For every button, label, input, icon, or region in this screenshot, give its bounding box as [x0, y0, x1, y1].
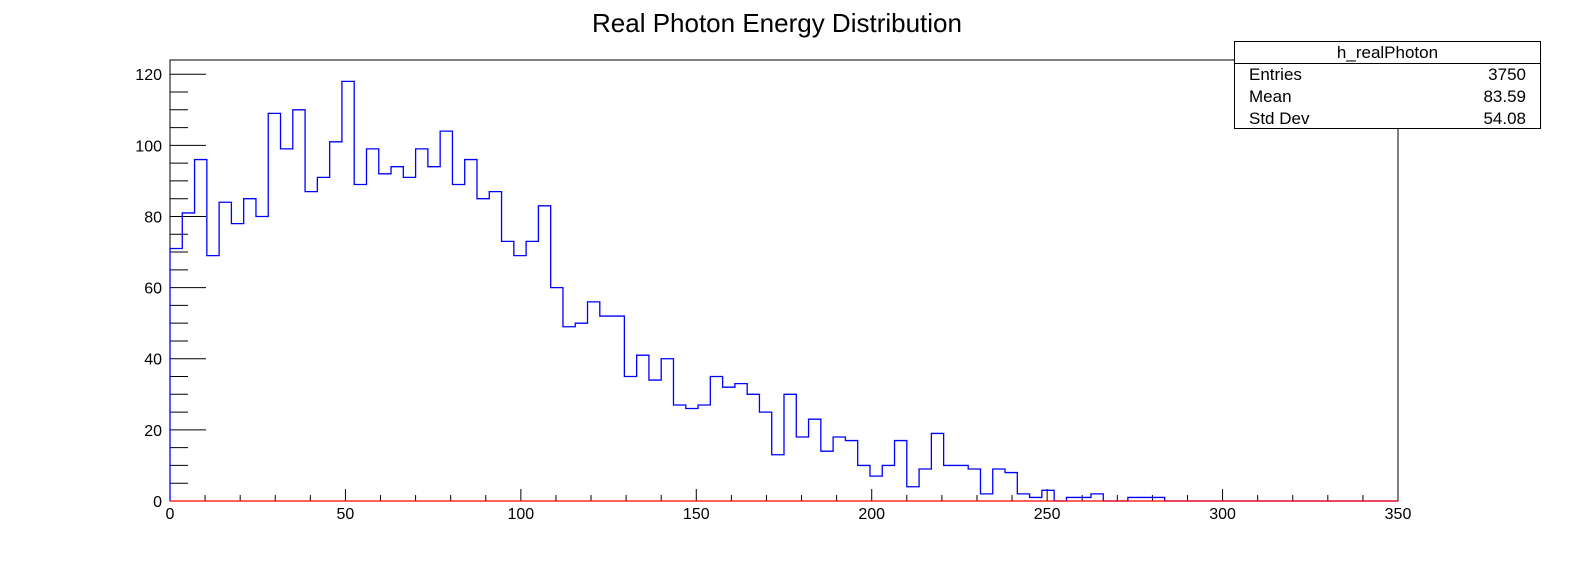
stats-title: h_realPhoton: [1235, 42, 1540, 64]
stats-entries-value: 3750: [1488, 65, 1526, 84]
stats-box: h_realPhoton Entries 3750 Mean 83.59 Std…: [1234, 41, 1541, 129]
x-tick-label: 0: [166, 506, 175, 523]
chart-title: Real Photon Energy Distribution: [592, 8, 962, 38]
x-tick-label: 50: [337, 506, 355, 523]
y-tick-label: 60: [144, 281, 162, 298]
stats-row-stddev: Std Dev 54.08: [1235, 108, 1540, 130]
y-tick-label: 40: [144, 352, 162, 369]
stats-mean-value: 83.59: [1483, 87, 1526, 106]
stats-mean-label: Mean: [1249, 87, 1292, 106]
y-tick-label: 20: [144, 423, 162, 440]
stats-stddev-value: 54.08: [1483, 109, 1526, 128]
histogram-series-line: [169, 80, 1398, 502]
x-tick-label: 300: [1209, 506, 1236, 523]
x-tick-label: 100: [508, 506, 535, 523]
stats-row-mean: Mean 83.59: [1235, 86, 1540, 108]
x-tick-label: 200: [858, 506, 885, 523]
stats-stddev-label: Std Dev: [1249, 109, 1310, 128]
y-tick-label: 120: [135, 67, 162, 84]
y-tick-label: 0: [153, 494, 162, 511]
axis-tick-labels: 0 50 100 150 200 250 300 350 0 20 40 60 80 100 120: [135, 67, 1411, 523]
x-tick-label: 250: [1034, 506, 1061, 523]
x-tick-label: 350: [1385, 506, 1412, 523]
x-tick-label: 150: [683, 506, 710, 523]
y-tick-label: 100: [135, 138, 162, 155]
stats-entries-label: Entries: [1249, 65, 1302, 84]
stats-row-entries: Entries 3750: [1235, 64, 1540, 86]
y-tick-label: 80: [144, 209, 162, 226]
